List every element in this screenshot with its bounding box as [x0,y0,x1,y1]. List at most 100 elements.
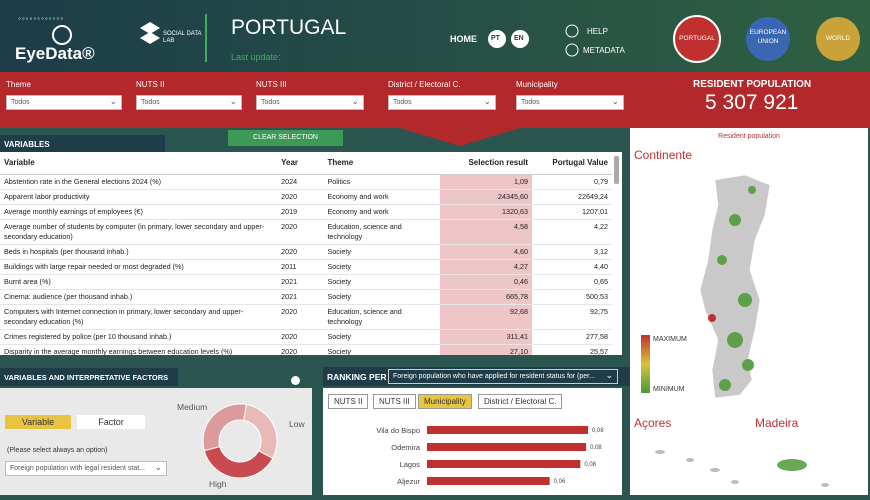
table-cell: Society [323,259,440,275]
logo-globe [52,25,72,45]
table-cell: Average monthly earnings of employees (€… [0,204,278,220]
scope-portugal[interactable] [673,15,721,63]
nav-home[interactable]: HOME [450,34,477,44]
logo-glyphs: ◦◦◦◦◦◦◦◦◦◦◦◦ [18,14,65,23]
scope-label[interactable]: EUROPEAN UNION [749,29,787,45]
toggle-variable[interactable]: Variable [5,415,71,429]
table-cell: 2011 [277,259,324,275]
table-row[interactable]: Abstention rate in the General elections… [0,174,612,190]
filter-label: NUTS III [256,80,287,89]
table-cell: Apparent labor productivity [0,189,278,205]
ranking-dropdown[interactable]: Foreign population who have applied for … [388,369,618,384]
table-cell: Cinema: audience (per thousand inhab.) [0,289,278,305]
table-cell: 0,79 [532,174,612,190]
table-cell: Society [323,329,440,345]
filter-dropdown[interactable]: Todos [136,95,242,110]
map-madeira [777,459,807,471]
toggle-factor[interactable]: Factor [77,415,145,429]
column-header[interactable]: Selection result [439,152,533,175]
factors-panel [0,388,312,495]
filter-label: Theme [6,80,31,89]
filter-label: NUTS II [136,80,165,89]
info-icon [565,43,579,57]
pointer [400,128,520,146]
bar-value: 0,08 [590,445,602,451]
filter-dropdown[interactable]: Todos [6,95,122,110]
bar-category: Odemira [391,443,421,452]
table-row[interactable]: Average number of students by computer (… [0,219,612,245]
scope-world[interactable] [816,17,860,61]
scrollbar[interactable] [614,156,619,184]
variables-table: Variable Year Theme Selection result Portuga… [0,152,622,355]
filter-dropdown[interactable]: Todos [256,95,364,110]
hint: (Please select always an option) [7,447,108,454]
last-update: Last update: [231,52,281,62]
donut-label: High [209,479,227,489]
table-cell: 1207,01 [532,204,612,220]
legend-min: MINIMUM [653,386,685,393]
scope-label[interactable]: WORLD [825,35,851,42]
table-cell: 92,75 [532,304,612,330]
column-header[interactable]: Year [277,152,324,175]
table-row[interactable]: Disparity in the average monthly earning… [0,344,612,355]
table-cell: 4,22 [532,219,612,245]
table-cell: 4,58 [439,219,533,245]
filter-dropdown[interactable]: Todos [516,95,624,110]
info-button[interactable] [291,376,300,385]
table-cell: Education, science and technology [323,304,440,330]
bar [427,443,587,451]
level-button-selected[interactable]: Municipality [418,394,472,409]
filter-dropdown[interactable]: Todos [388,95,496,110]
table-row[interactable]: Cinema: audience (per thousand inhab.) 20… [0,289,612,305]
scope-eu[interactable] [746,17,790,61]
ranking-title: RANKING PER [327,372,387,382]
table-cell: Economy and work [323,204,440,220]
factor-dropdown[interactable]: Foreign population with legal resident s… [5,461,167,476]
table-cell: 2021 [277,274,324,290]
variables-title: VARIABLES [4,140,50,149]
column-header[interactable]: Theme [323,152,440,175]
clear-selection[interactable]: CLEAR SELECTION [228,130,343,146]
help-icon [565,24,579,38]
table-row[interactable]: Average monthly earnings of employees (€… [0,204,612,220]
table-cell: Education, science and technology [323,219,440,245]
scope-label[interactable]: PORTUGAL [679,35,715,42]
map-continente [699,174,771,399]
donut-label: Medium [177,402,208,412]
table-row[interactable]: Burnt area (%) 2021 Society 0,46 0,65 [0,274,612,290]
en-circle [511,30,529,48]
filter-label: Municipality [516,80,558,89]
table-cell: Economy and work [323,189,440,205]
map-title: Resident population [718,133,780,140]
table-row[interactable]: Crimes registered by police (per 10 thou… [0,329,612,345]
map-max-area [708,314,716,322]
table-cell: 665,78 [439,289,533,305]
bar [427,477,550,485]
donut-label: Low [289,419,305,429]
level-button[interactable]: District / Electoral C. [478,394,563,409]
help-link[interactable]: HELP [587,27,608,36]
table-row[interactable]: Buildings with large repair needed or mo… [0,259,612,275]
table-cell: Society [323,344,440,355]
table-cell: Abstention rate in the General elections… [0,174,278,190]
table-row[interactable]: Apparent labor productivity 2020 Economy a… [0,189,612,205]
column-header[interactable]: Portugal Value [532,152,612,175]
lab-logo [140,22,160,44]
bar [427,426,588,434]
table-row[interactable]: Computers with Internet connection in pr… [0,304,612,330]
bar-value: 0,08 [592,428,604,434]
table-cell: 2019 [277,204,324,220]
table-cell: 1,09 [439,174,533,190]
factors-tab [0,368,178,386]
metadata-link[interactable]: METADATA [583,46,625,55]
level-button[interactable]: NUTS III [373,394,416,409]
column-header[interactable]: Variable [0,152,278,175]
level-button[interactable]: NUTS II [328,394,369,409]
nav-en[interactable]: EN [514,35,524,42]
page-title: PORTUGAL [231,16,347,39]
table-cell: 27,10 [439,344,533,355]
nav-pt[interactable]: PT [491,35,500,42]
table-row[interactable]: Beds in hospitals (per thousand inhab.) 2… [0,244,612,260]
